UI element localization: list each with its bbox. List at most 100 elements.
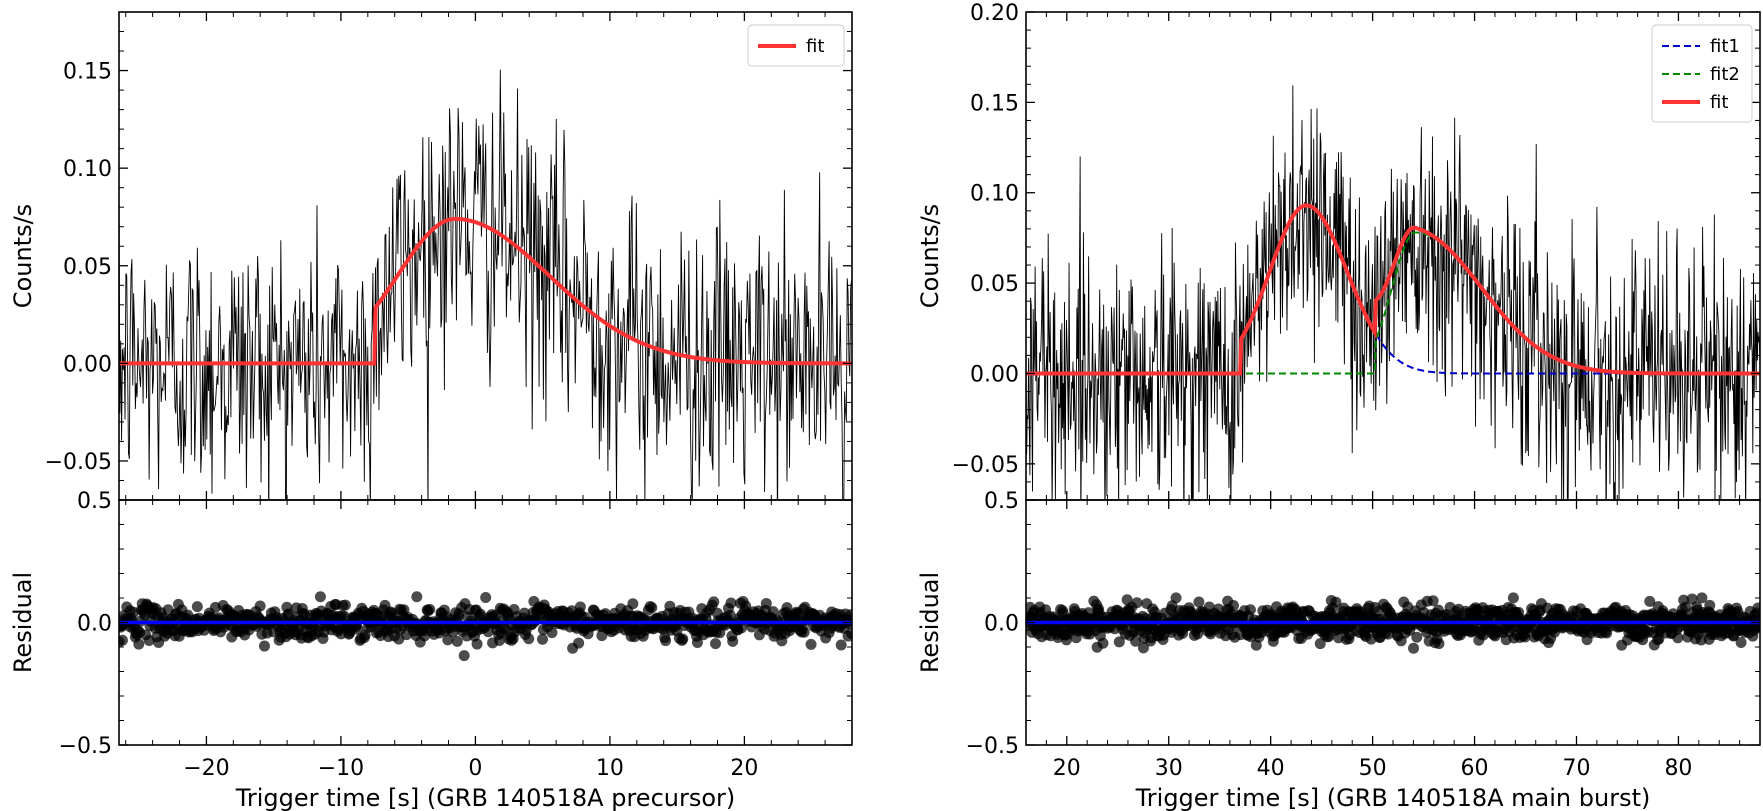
y-tick-label: 0.15 [63, 60, 112, 85]
right-top-plot-area [1026, 85, 1760, 500]
count-rate-line [1026, 85, 1760, 500]
x-tick-label: 50 [1359, 756, 1387, 781]
residual-point [1408, 642, 1420, 654]
residual-point [574, 601, 586, 613]
y-tick-label: 0.05 [970, 272, 1019, 297]
residual-point [314, 591, 326, 603]
legend-label-fit: fit [1710, 92, 1728, 113]
x-tick-label: 70 [1563, 756, 1591, 781]
x-tick-label: 20 [730, 756, 758, 781]
residual-point [798, 626, 810, 638]
x-axis-label: Trigger time [s] (GRB 140518A precursor) [235, 784, 736, 811]
residual-point [760, 597, 772, 609]
residual-point [411, 591, 423, 603]
x-axis-label: Trigger time [s] (GRB 140518A main burst… [1135, 784, 1651, 811]
x-tick-label: 40 [1257, 756, 1285, 781]
y-axis-label: Residual [916, 572, 944, 673]
residual-point [1113, 636, 1125, 648]
legend-label-fit: fit [806, 36, 824, 57]
y-axis-label: Residual [9, 572, 37, 673]
residual-point [1735, 636, 1747, 648]
y-tick-label: −0.5 [966, 734, 1019, 759]
left-top-frame [118, 11, 853, 501]
residual-point [660, 635, 672, 647]
residual-point [1672, 632, 1684, 644]
y-tick-label: 0.10 [63, 157, 112, 182]
residual-point [573, 637, 585, 649]
y-tick-label: 0.5 [77, 489, 112, 514]
residual-point [339, 599, 351, 611]
legend: fit [747, 24, 845, 67]
y-tick-label: 0.0 [77, 612, 112, 637]
residual-point [835, 639, 847, 651]
residual-point [710, 638, 722, 650]
residual-point [1433, 638, 1445, 650]
residual-point [480, 592, 492, 604]
residual-point [805, 638, 817, 650]
residual-point [735, 622, 747, 634]
residual-point [691, 636, 703, 648]
residual-point [523, 633, 535, 645]
residual-point [191, 601, 203, 613]
fit-curve [119, 216, 852, 366]
y-tick-label: 0.15 [970, 91, 1019, 116]
residual-point [1137, 642, 1149, 654]
residual-point [1130, 635, 1142, 647]
residual-point [1170, 592, 1182, 604]
y-tick-label: 0.20 [970, 1, 1019, 26]
residual-point [677, 633, 689, 645]
residual-point [458, 650, 470, 662]
residual-point [1314, 638, 1326, 650]
y-tick-label: 0.00 [970, 362, 1019, 387]
y-tick-label: 0.10 [970, 182, 1019, 207]
y-tick-label: 0.0 [984, 612, 1019, 637]
count-rate-line [119, 69, 852, 500]
y-axis-label: Counts/s [916, 204, 944, 308]
residual-point [846, 627, 852, 639]
residual-point [1695, 634, 1707, 646]
residual-point [475, 608, 487, 620]
x-tick-label: 0 [468, 756, 482, 781]
residual-point [1411, 631, 1423, 643]
y-tick-label: −0.5 [59, 734, 112, 759]
x-tick-label: −20 [183, 756, 229, 781]
residual-point [119, 634, 128, 646]
residual-point [724, 609, 736, 621]
residual-point [1696, 592, 1708, 604]
legend-label-fit1: fit1 [1710, 36, 1740, 57]
fit-curve [1026, 203, 1760, 376]
residual-point [537, 633, 548, 645]
x-tick-label: 60 [1461, 756, 1489, 781]
residual-point [424, 603, 436, 615]
x-tick-label: 80 [1664, 756, 1692, 781]
legend: fit1 fit2 fit [1651, 24, 1753, 123]
residual-point [258, 640, 270, 652]
legend-box [1651, 24, 1753, 123]
x-tick-label: 20 [1053, 756, 1081, 781]
residual-point [781, 602, 793, 614]
residual-point [1227, 600, 1239, 612]
residual-point [1244, 604, 1256, 616]
residual-point [727, 635, 739, 647]
residual-point [1519, 631, 1531, 643]
y-tick-label: 0.00 [63, 352, 112, 377]
y-tick-label: −0.05 [952, 453, 1019, 478]
residual-point [546, 627, 558, 639]
x-tick-label: −10 [318, 756, 364, 781]
residual-point [1704, 599, 1716, 611]
residual-point [1131, 597, 1143, 609]
y-tick-label: 0.05 [63, 255, 112, 280]
residual-point [646, 602, 658, 614]
residual-point [1752, 602, 1760, 614]
residual-point [254, 600, 266, 612]
residual-point [451, 635, 463, 647]
residual-point [725, 597, 737, 609]
residual-point [482, 626, 494, 638]
residual-point [708, 596, 720, 608]
residual-point [1427, 595, 1439, 607]
right-bottom-plot-area [1026, 592, 1760, 654]
residual-point [442, 634, 454, 646]
left-bottom-plot-area [119, 591, 852, 662]
y-tick-label: 0.5 [984, 489, 1019, 514]
